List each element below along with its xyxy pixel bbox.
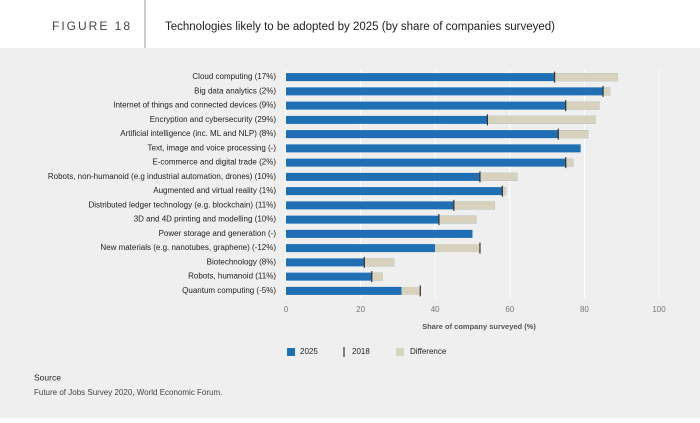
difference	[502, 187, 507, 196]
bar	[286, 115, 596, 124]
bar	[286, 87, 611, 96]
difference	[565, 158, 574, 167]
bar	[286, 144, 581, 153]
x-tick-label: 100	[652, 305, 666, 314]
legend-label: 2025	[300, 347, 318, 356]
bar	[286, 172, 518, 181]
x-tick-label: 60	[505, 305, 514, 314]
bar	[286, 201, 495, 210]
figure-label: FIGURE 18	[52, 19, 132, 33]
x-tick-label: 40	[431, 305, 440, 314]
bar	[286, 229, 473, 238]
bar	[286, 73, 618, 82]
x-tick-label: 0	[284, 305, 289, 314]
x-tick-label: 20	[356, 305, 365, 314]
y-tick-label: Quantum computing (-5%)	[182, 286, 276, 295]
y-tick-label: Artificial intelligence (inc. ML and NLP…	[120, 129, 276, 138]
difference	[554, 73, 618, 82]
y-tick-label: Cloud computing (17%)	[192, 72, 276, 81]
bar	[286, 130, 589, 139]
bar	[286, 215, 477, 224]
bar	[286, 158, 574, 167]
bar	[286, 258, 395, 267]
y-tick-label: Big data analytics (2%)	[194, 86, 276, 95]
difference	[558, 130, 589, 139]
y-tick-label: E-commerce and digital trade (2%)	[152, 158, 276, 167]
header-band	[0, 0, 700, 48]
bar	[286, 187, 507, 196]
y-tick-label: Augmented and virtual reality (1%)	[153, 186, 276, 195]
difference	[479, 172, 518, 181]
y-tick-label: Robots, non-humanoid (e.g industrial aut…	[48, 172, 276, 181]
bar	[286, 244, 436, 253]
source-text: Future of Jobs Survey 2020, World Econom…	[34, 388, 222, 397]
legend-label: 2018	[352, 347, 370, 356]
difference	[603, 87, 611, 96]
legend-label: Difference	[410, 347, 447, 356]
difference	[453, 201, 495, 210]
y-tick-label: New materials (e.g. nanotubes, graphene)…	[100, 243, 276, 252]
y-tick-label: Distributed ledger technology (e.g. bloc…	[88, 200, 276, 209]
bar	[286, 272, 383, 281]
source-label: Source	[34, 372, 61, 382]
difference	[438, 215, 477, 224]
y-tick-label: Text, image and voice processing (-)	[148, 143, 277, 152]
y-tick-label: Biotechnology (8%)	[207, 257, 277, 266]
y-tick-label: Internet of things and connected devices…	[113, 101, 276, 110]
difference	[435, 244, 480, 253]
legend-swatch	[396, 348, 404, 356]
y-tick-label: Robots, humanoid (11%)	[188, 272, 276, 281]
difference	[364, 258, 395, 267]
y-tick-label: 3D and 4D printing and modelling (10%)	[134, 215, 277, 224]
legend-swatch	[287, 348, 295, 356]
x-axis-label: Share of company surveyed (%)	[422, 322, 536, 331]
difference	[565, 101, 600, 110]
difference	[401, 286, 421, 295]
chart-title: Technologies likely to be adopted by 202…	[165, 21, 555, 33]
difference	[487, 115, 596, 124]
y-tick-label: Power storage and generation (-)	[159, 229, 277, 238]
bar	[286, 286, 402, 295]
bar	[286, 101, 600, 110]
difference	[371, 272, 383, 281]
y-tick-label: Encryption and cybersecurity (29%)	[150, 115, 277, 124]
x-tick-label: 80	[580, 305, 589, 314]
